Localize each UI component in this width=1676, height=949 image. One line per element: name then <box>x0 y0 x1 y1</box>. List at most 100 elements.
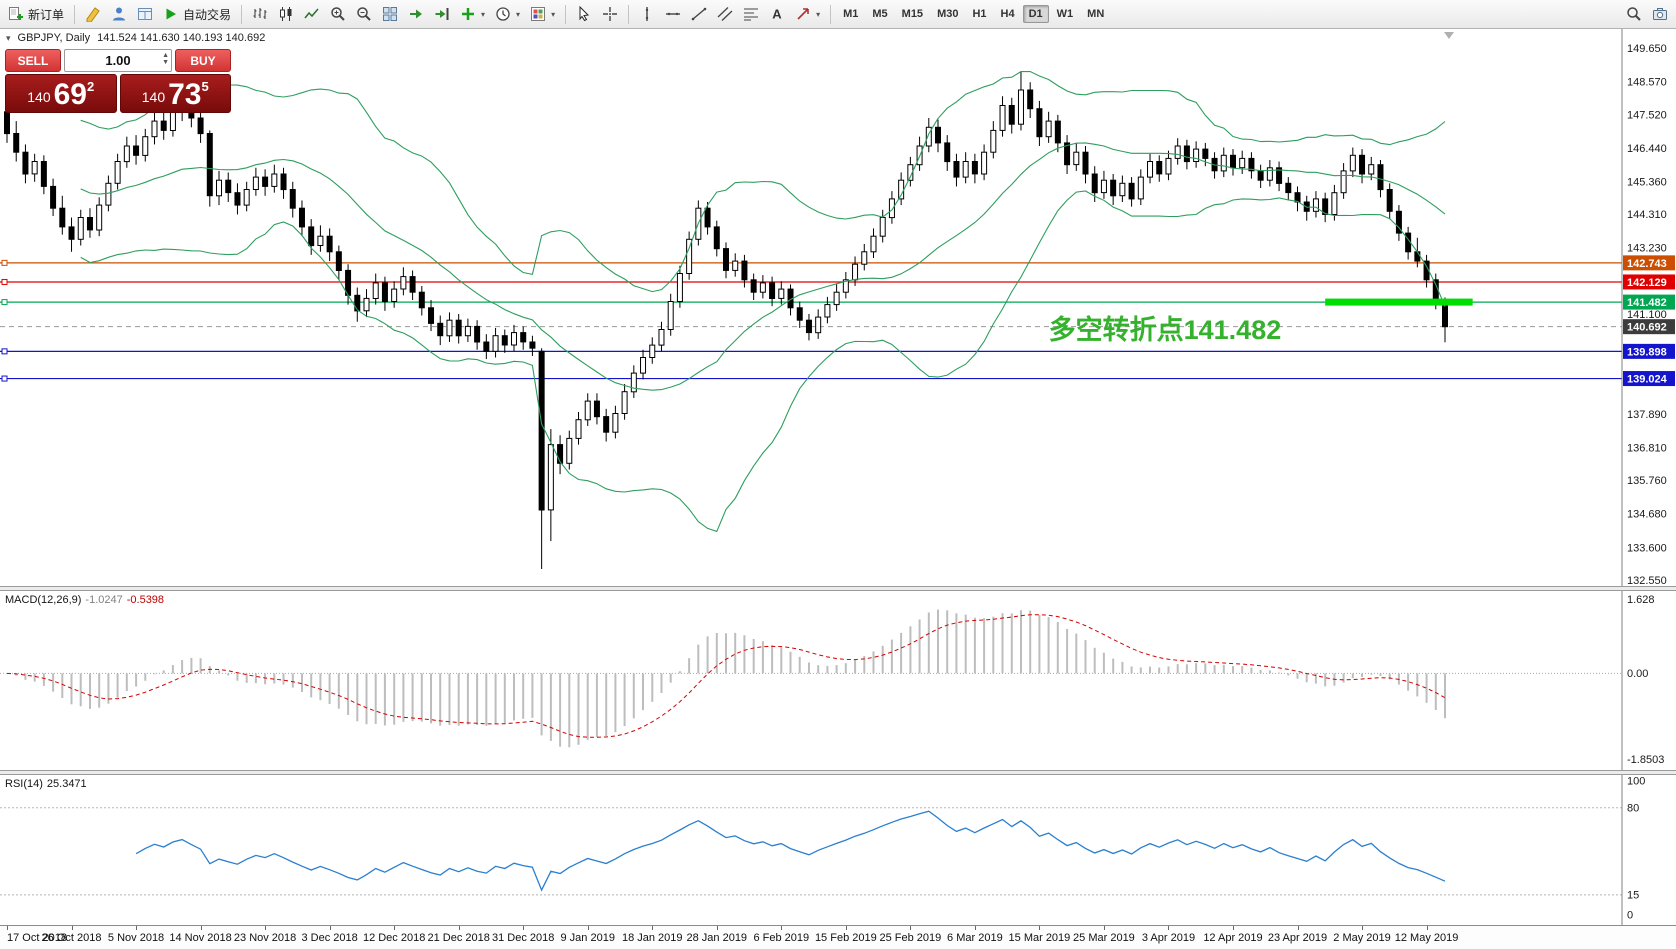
vertical-line-icon[interactable] <box>635 3 659 25</box>
indicators-icon <box>462 8 475 20</box>
volume-field[interactable]: 1.00 ▲ ▼ <box>64 49 172 72</box>
time-axis[interactable]: 17 Oct 2018 26 Oct 2018 5 Nov 2018 14 Nov 2… <box>0 925 1676 949</box>
horizontal-line-icon <box>666 12 681 16</box>
one-click-collapse-icon[interactable]: ▾ <box>6 32 11 43</box>
turning-point-highlight[interactable] <box>1325 298 1473 306</box>
date-tick <box>329 926 331 930</box>
templates-icon[interactable]: ▾ <box>526 3 559 25</box>
cursor-icon[interactable] <box>572 3 596 25</box>
line-handle[interactable] <box>1 375 8 382</box>
sell-price-big: 69 <box>53 77 87 111</box>
dropdown-arrow-icon[interactable]: ▾ <box>516 9 521 19</box>
dropdown-arrow-icon[interactable]: ▾ <box>551 9 556 19</box>
line-chart-icon[interactable] <box>300 3 324 25</box>
date-label: 25 Feb 2019 <box>879 932 942 944</box>
panel-separator[interactable] <box>0 586 1676 591</box>
price-badge <box>1623 343 1675 359</box>
rsi-axis[interactable] <box>1622 775 1676 925</box>
arrows-icon <box>797 8 809 20</box>
indicators-icon[interactable]: ▾ <box>456 3 489 25</box>
timeframe-button-m5[interactable]: M5 <box>866 5 893 23</box>
price-tick: 137.890 <box>1627 409 1667 421</box>
date-tick <box>1168 926 1170 930</box>
new-order-button[interactable]: 新订单 <box>4 3 68 26</box>
volume-value[interactable]: 1.00 <box>105 53 131 68</box>
sell-price-block[interactable]: 140 69 2 <box>5 74 117 113</box>
volume-up-button[interactable]: ▲ <box>162 52 169 59</box>
date-tick <box>910 926 912 930</box>
date-label: 3 Dec 2018 <box>301 932 358 944</box>
price-tick: 146.440 <box>1627 143 1667 155</box>
tile-windows-icon[interactable] <box>378 3 402 25</box>
buy-price-sup: 5 <box>201 79 209 94</box>
timeframe-button-m15[interactable]: M15 <box>896 5 929 23</box>
date-label: 12 Apr 2019 <box>1203 932 1263 944</box>
metaeditor-icon[interactable] <box>81 3 105 25</box>
zoom-out-icon <box>357 7 371 21</box>
date-label: 5 Nov 2018 <box>107 932 165 944</box>
auto-scroll-icon[interactable] <box>404 3 428 25</box>
data-window-icon[interactable] <box>133 3 157 25</box>
turning-point-label[interactable]: 多空转折点141.482 <box>1049 314 1282 345</box>
sell-button[interactable]: SELL <box>5 49 61 72</box>
panel-separator[interactable] <box>0 770 1676 775</box>
toolbar-separator <box>241 4 243 24</box>
macd-axis[interactable] <box>1622 591 1676 770</box>
main-chart-canvas: 多空转折点141.482 149.650 148.570 147.520 146.440… <box>0 29 1676 586</box>
line-handle[interactable] <box>1 299 8 306</box>
volume-down-button[interactable]: ▼ <box>162 59 169 66</box>
candlestick-chart-icon[interactable] <box>274 3 298 25</box>
zoom-out-icon[interactable] <box>352 3 376 25</box>
autotrading-button[interactable]: 自动交易 <box>159 3 235 26</box>
magnifier-icon[interactable] <box>1622 3 1646 25</box>
periods-icon[interactable]: ▾ <box>491 3 524 25</box>
timeframe-button-m1[interactable]: M1 <box>837 5 864 23</box>
macd-histogram <box>6 609 1446 748</box>
dropdown-arrow-icon[interactable]: ▾ <box>481 9 486 19</box>
candlestick-chart-icon <box>280 7 292 21</box>
bar-chart-icon[interactable] <box>248 3 272 25</box>
date-label: 25 Mar 2019 <box>1073 932 1135 944</box>
macd-signal-value: -0.5398 <box>126 594 165 606</box>
text-label-icon[interactable]: A <box>765 3 789 25</box>
horizontal-line-icon[interactable] <box>661 3 685 25</box>
timeframe-button-mn[interactable]: MN <box>1081 5 1110 23</box>
timeframe-button-h1[interactable]: H1 <box>966 5 992 23</box>
line-handle[interactable] <box>1 278 8 285</box>
timeframe-button-d1[interactable]: D1 <box>1022 5 1049 23</box>
timeframe-button-m30[interactable]: M30 <box>931 5 964 23</box>
dropdown-arrow-icon[interactable]: ▾ <box>816 9 821 19</box>
buy-button[interactable]: BUY <box>175 49 231 72</box>
price-tick: 145.360 <box>1627 176 1667 188</box>
date-label: 6 Feb 2019 <box>753 932 810 944</box>
date-label: 12 Dec 2018 <box>362 932 426 944</box>
date-tick <box>974 926 976 930</box>
trendline-icon[interactable] <box>687 3 711 25</box>
vertical-line-icon <box>645 7 649 21</box>
rsi-tick: 15 <box>1627 889 1639 901</box>
macd-tick: 0.00 <box>1627 668 1648 680</box>
line-handle[interactable] <box>1 259 8 266</box>
zoom-in-icon[interactable] <box>326 3 350 25</box>
auto-scroll-icon <box>410 9 423 19</box>
crosshair-icon[interactable] <box>598 3 622 25</box>
price-badge-label: 140.692 <box>1627 322 1667 334</box>
templates-icon <box>531 7 546 21</box>
chart-shift-marker[interactable] <box>1444 32 1454 39</box>
arrows-icon[interactable]: ▾ <box>791 3 824 25</box>
date-tick <box>265 926 267 930</box>
equidistant-channel-icon[interactable] <box>713 3 737 25</box>
camera-icon[interactable] <box>1648 3 1672 25</box>
chart-shift-icon[interactable] <box>430 3 454 25</box>
profiles-icon[interactable] <box>107 3 131 25</box>
buy-price-block[interactable]: 140 73 5 <box>119 74 231 113</box>
timeframe-button-w1[interactable]: W1 <box>1051 5 1080 23</box>
line-handle[interactable] <box>1 348 8 355</box>
svg-text:A: A <box>772 7 782 22</box>
date-tick <box>716 926 718 930</box>
price-badge-label: 142.743 <box>1627 258 1667 270</box>
data-window-icon <box>138 8 153 20</box>
timeframe-button-h4[interactable]: H4 <box>995 5 1021 23</box>
macd-name: MACD(12,26,9) <box>5 594 82 606</box>
fibonacci-icon[interactable] <box>739 3 763 25</box>
